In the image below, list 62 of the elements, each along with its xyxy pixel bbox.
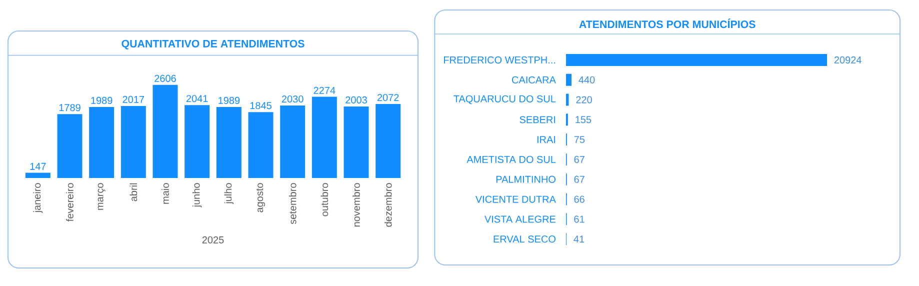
- y-tick-label: CAICARA: [512, 76, 556, 84]
- x-tick-label: janeiro: [33, 183, 43, 213]
- bar: [280, 105, 306, 178]
- data-label: 2274: [314, 86, 336, 94]
- data-label: 1845: [250, 102, 272, 110]
- bar: [344, 106, 369, 178]
- y-tick-label: PALMITINHO: [496, 176, 556, 183]
- x-tick-label: junho: [192, 183, 202, 208]
- data-label: 75: [574, 136, 585, 144]
- chart-title: QUANTITATIVO DE ATENDIMENTOS: [122, 40, 304, 50]
- data-label: 2072: [377, 94, 399, 102]
- x-tick-label: março: [98, 183, 106, 210]
- bar: [216, 106, 242, 178]
- x-tick-label: maio: [162, 183, 169, 204]
- x-tick-label: outubro: [320, 183, 328, 216]
- data-label: 1789: [59, 104, 80, 112]
- data-label: 2606: [154, 74, 176, 82]
- data-label: 155: [576, 116, 592, 124]
- bar: [25, 172, 50, 178]
- bar: [566, 94, 569, 106]
- x-tick-label: julho: [224, 183, 234, 204]
- y-tick-label: SEBERI: [520, 116, 556, 124]
- bar: [312, 96, 337, 178]
- bar: [566, 74, 572, 86]
- data-label: 1989: [91, 96, 112, 104]
- bar: [248, 112, 274, 178]
- data-label: 1989: [218, 96, 240, 104]
- bar: [376, 104, 401, 178]
- y-tick-label: VISTA ALEGRE: [484, 216, 556, 223]
- bar: [120, 106, 146, 178]
- data-label: 2041: [186, 95, 208, 102]
- y-tick-label: TAQUARUCU DO SUL: [454, 95, 556, 104]
- data-label: 220: [576, 96, 592, 104]
- x-tick-label: agosto: [256, 183, 266, 212]
- x-tick-label: fevereiro: [66, 183, 74, 222]
- data-label: 61: [574, 216, 584, 223]
- x-tick-label: setembro: [288, 183, 296, 224]
- x-tick-label: abril: [130, 183, 138, 202]
- bar: [152, 84, 178, 178]
- bar: [566, 54, 828, 66]
- bar: [184, 105, 210, 178]
- chart-title: ATENDIMENTOS POR MUNICÍPIOS: [579, 18, 756, 28]
- data-label: 440: [578, 76, 595, 84]
- y-tick-label: ERVAL SECO: [494, 236, 556, 243]
- y-tick-label: AMETISTA DO SUL: [466, 156, 556, 163]
- data-label: 20924: [834, 56, 862, 64]
- data-label: 67: [574, 176, 584, 183]
- bar: [57, 114, 82, 178]
- data-label: 41: [574, 236, 584, 242]
- data-label: 2017: [122, 96, 144, 104]
- data-label: 2003: [346, 96, 367, 104]
- y-tick-label: IRAI: [537, 136, 556, 143]
- x-tick-label: novembro: [352, 183, 360, 227]
- x-axis-title: 2025: [202, 236, 224, 244]
- y-tick-label: VICENTE DUTRA: [475, 196, 556, 203]
- data-label: 66: [574, 196, 584, 203]
- data-label: 147: [30, 162, 46, 170]
- data-label: 67: [574, 156, 584, 163]
- y-tick-label: FREDERICO WESTPH...: [444, 56, 556, 64]
- bar: [89, 106, 114, 178]
- x-tick-label: dezembro: [384, 183, 392, 227]
- data-label: 2030: [282, 95, 304, 103]
